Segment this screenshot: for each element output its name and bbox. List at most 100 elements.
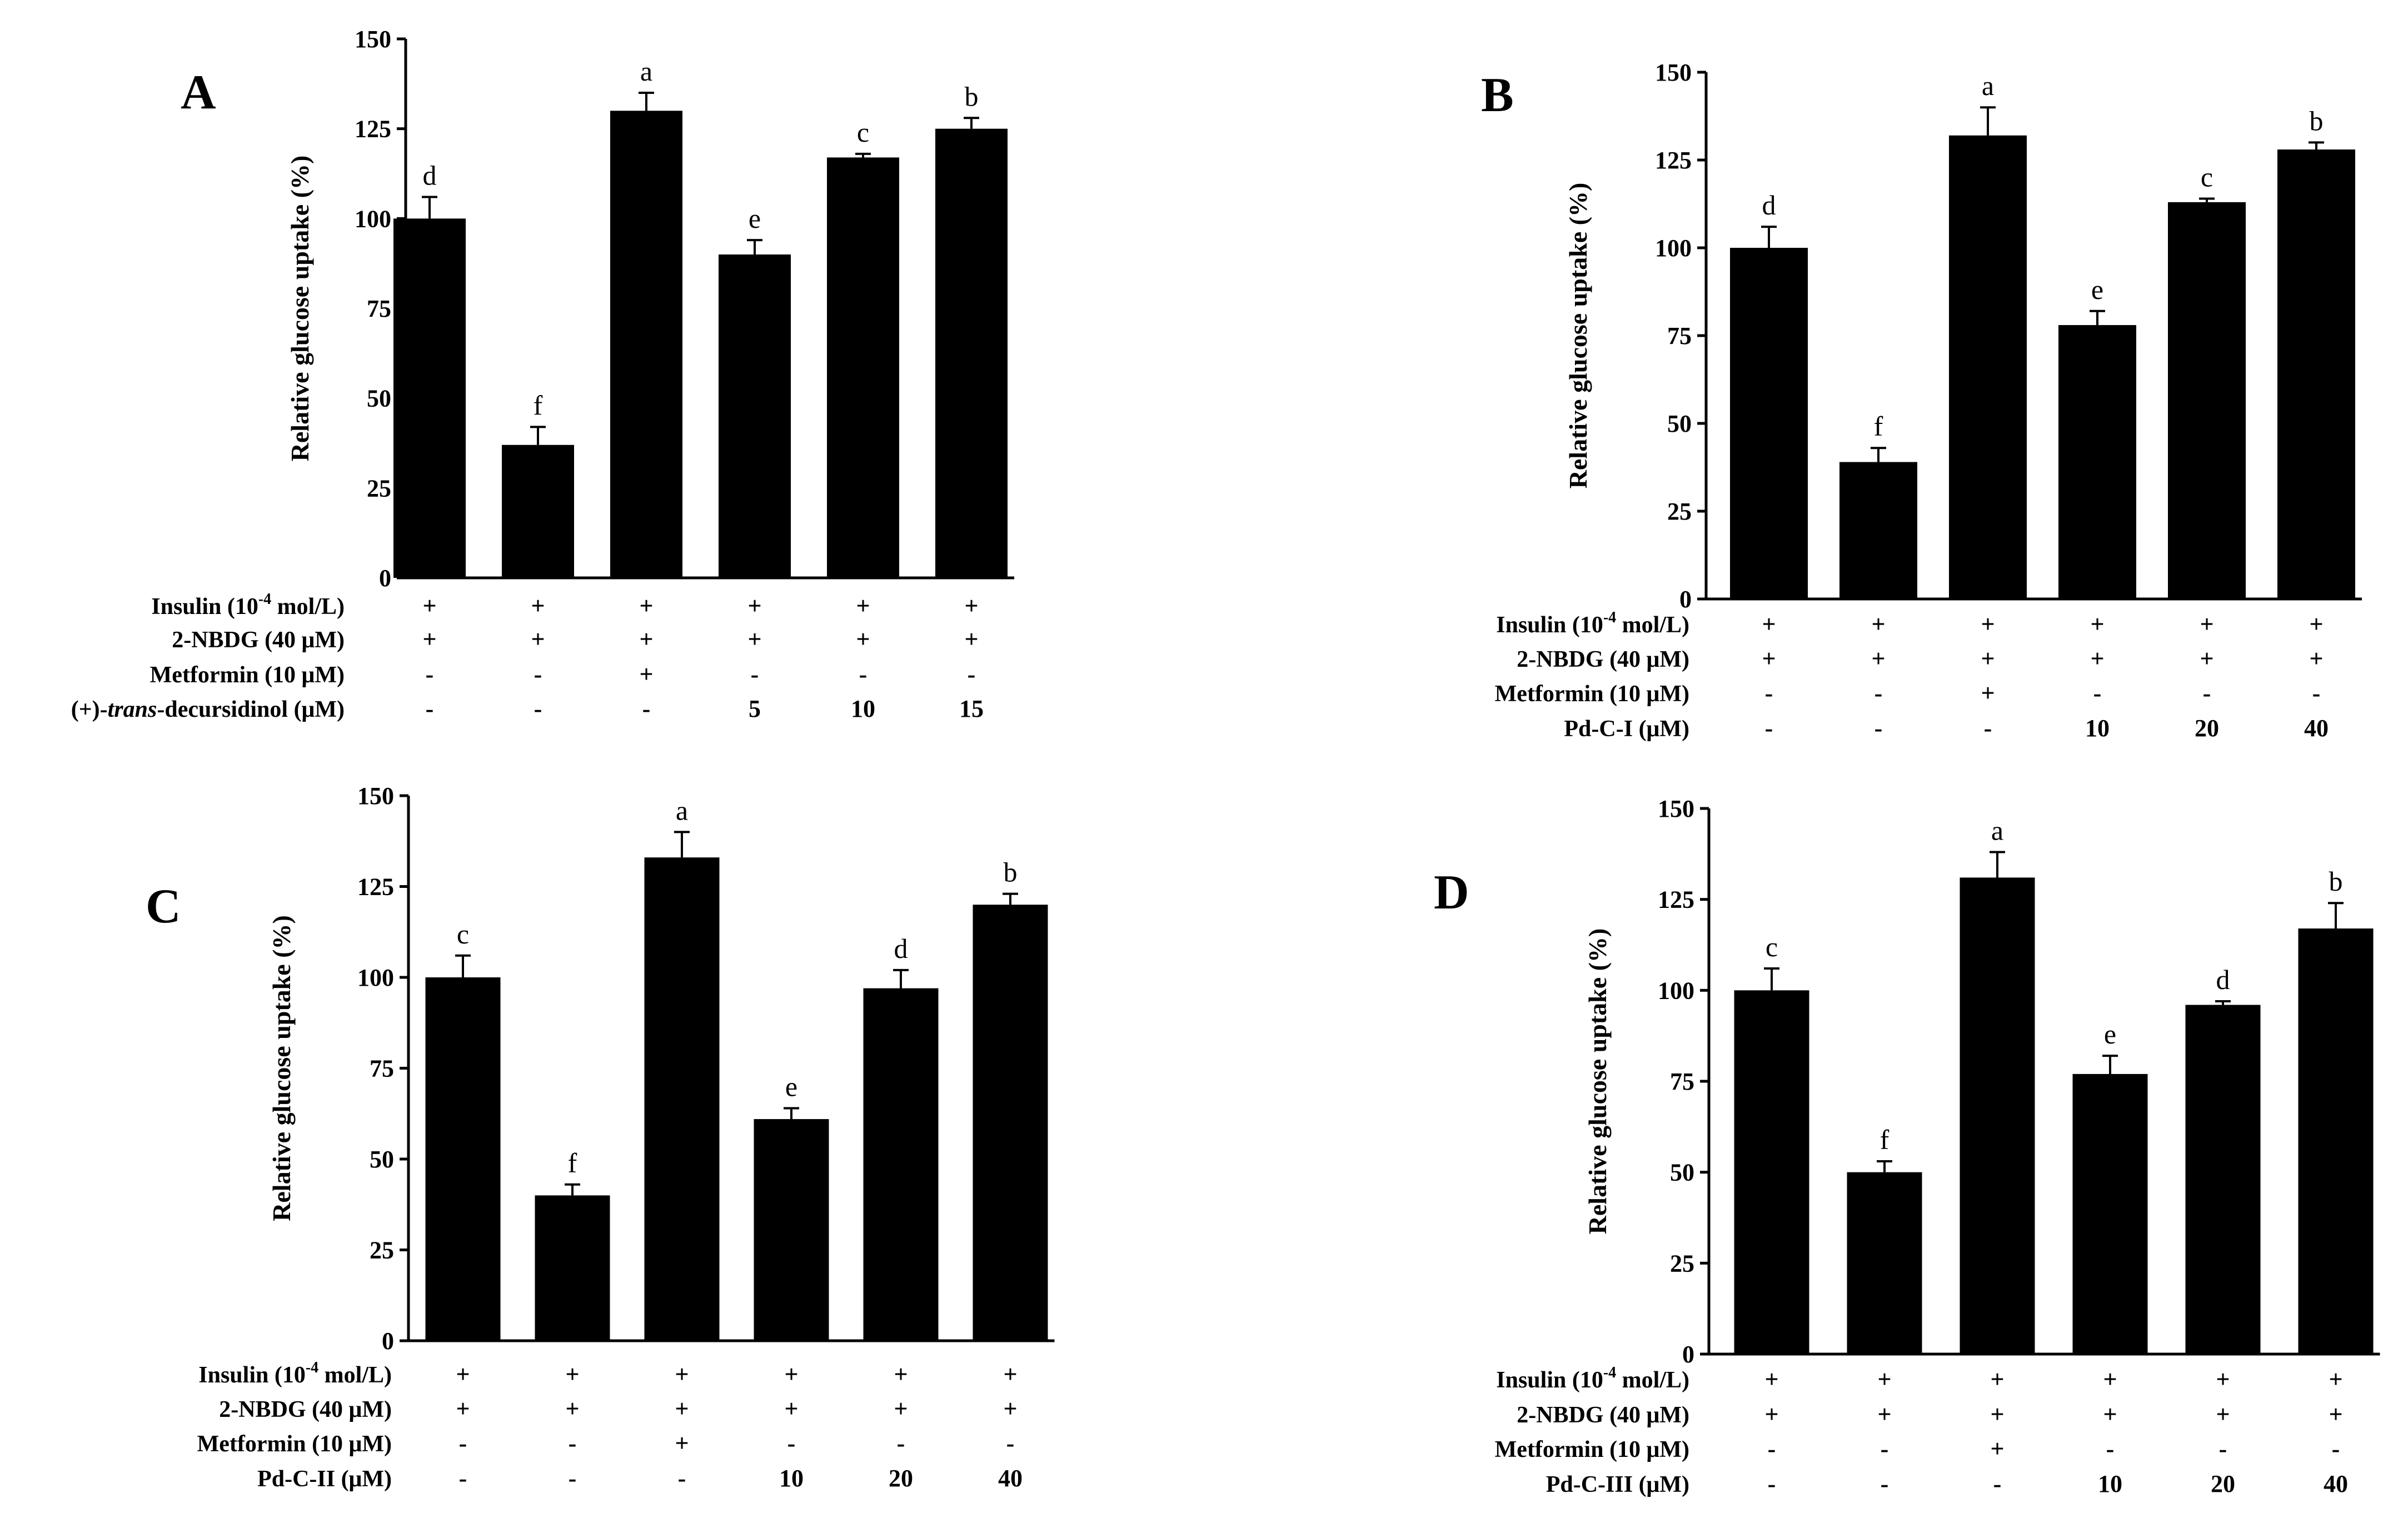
y-tick-label: 0 bbox=[382, 1327, 394, 1355]
treatment-cell: + bbox=[2200, 645, 2213, 672]
significance-letter: e bbox=[2104, 1018, 2116, 1050]
treatment-cell: + bbox=[675, 1430, 689, 1457]
significance-letter: b bbox=[2329, 866, 2343, 897]
treatment-cell: - bbox=[2203, 680, 2211, 707]
treatment-row-label: 2-NBDG (40 μM) bbox=[219, 1397, 392, 1422]
treatment-cell: - bbox=[2093, 680, 2102, 707]
bar bbox=[535, 1195, 610, 1341]
treatment-cell: - bbox=[534, 695, 542, 722]
treatment-cell: + bbox=[784, 1395, 798, 1422]
treatment-row-label: Pd-C-I (μM) bbox=[1564, 716, 1689, 742]
treatment-cell: + bbox=[2090, 611, 2104, 638]
y-tick-label: 50 bbox=[370, 1146, 394, 1173]
y-tick-label: 50 bbox=[1667, 410, 1692, 437]
treatment-cell: + bbox=[565, 1395, 579, 1422]
treatment-row-label: (+)-trans-decursidinol (μM) bbox=[71, 697, 345, 722]
treatment-cell: + bbox=[1990, 1366, 2004, 1393]
treatment-cell: + bbox=[964, 626, 978, 653]
bar bbox=[973, 905, 1048, 1341]
y-tick-label: 75 bbox=[1667, 322, 1692, 349]
treatment-cell: + bbox=[2216, 1366, 2230, 1393]
row-label-superscript: -4 bbox=[306, 1359, 318, 1376]
treatment-cell: + bbox=[1003, 1361, 1017, 1388]
treatment-cell: - bbox=[1768, 1470, 1776, 1497]
treatment-cell: + bbox=[2329, 1401, 2342, 1428]
treatment-cell: + bbox=[856, 626, 870, 653]
y-tick-label: 25 bbox=[367, 475, 391, 502]
significance-letter: e bbox=[785, 1071, 797, 1102]
significance-letter: c bbox=[857, 117, 869, 148]
y-tick-label: 50 bbox=[1670, 1159, 1694, 1186]
treatment-cell: - bbox=[1993, 1470, 2002, 1497]
treatment-cell: 40 bbox=[2324, 1470, 2348, 1497]
significance-letter: a bbox=[640, 56, 652, 87]
treatment-cell: - bbox=[642, 695, 651, 722]
y-tick-label: 75 bbox=[1670, 1068, 1694, 1095]
treatment-row-label: Insulin (10-4 mol/L) bbox=[198, 1359, 392, 1388]
treatment-row-label: 2-NBDG (40 μM) bbox=[1517, 647, 1689, 672]
treatment-cell: - bbox=[534, 661, 542, 688]
bar bbox=[425, 977, 501, 1341]
treatment-cell: + bbox=[856, 592, 870, 620]
treatment-cell: + bbox=[747, 626, 761, 653]
treatment-cell: + bbox=[675, 1361, 689, 1388]
y-tick-label: 25 bbox=[1670, 1250, 1694, 1277]
treatment-cell: + bbox=[1871, 611, 1885, 638]
treatment-cell: - bbox=[2219, 1435, 2227, 1462]
treatment-row-label: Metformin (10 μM) bbox=[197, 1431, 392, 1457]
treatment-cell: + bbox=[639, 626, 653, 653]
treatment-cell: 20 bbox=[2211, 1470, 2235, 1497]
bar bbox=[2072, 1073, 2148, 1354]
treatment-cell: 15 bbox=[959, 695, 984, 722]
treatment-cell: + bbox=[1003, 1395, 1017, 1422]
bar bbox=[393, 218, 466, 578]
treatment-cell: + bbox=[639, 661, 653, 688]
y-tick-label: 100 bbox=[355, 205, 391, 232]
bar bbox=[1847, 1172, 1922, 1354]
y-tick-label: 25 bbox=[1667, 498, 1692, 525]
bar bbox=[1839, 462, 1917, 599]
y-tick-label: 100 bbox=[1655, 234, 1692, 262]
treatment-cell: - bbox=[1765, 715, 1773, 742]
y-axis-title: Relative glucose uptake (%) bbox=[267, 915, 296, 1221]
treatment-row-label: Pd-C-II (μM) bbox=[257, 1466, 392, 1492]
significance-letter: e bbox=[749, 203, 761, 234]
treatment-cell: + bbox=[531, 626, 545, 653]
significance-letter: f bbox=[534, 390, 543, 421]
significance-letter: a bbox=[676, 795, 688, 826]
panel-b: B 0 25 50 75 100 125 150 Relative glucose uptake… bbox=[1481, 59, 2362, 742]
significance-letter: d bbox=[1762, 189, 1776, 221]
row-label-superscript: -4 bbox=[1603, 1364, 1616, 1381]
row-label-part: Insulin (10 bbox=[1496, 1367, 1603, 1393]
treatment-cell: - bbox=[1881, 1470, 1889, 1497]
bar bbox=[754, 1119, 829, 1341]
y-tick-label: 0 bbox=[1679, 586, 1692, 613]
treatment-cell: - bbox=[2332, 1435, 2340, 1462]
panel-label: C bbox=[146, 880, 181, 933]
treatment-row-label: Metformin (10 μM) bbox=[150, 662, 345, 688]
y-tick-label: 150 bbox=[1655, 59, 1692, 86]
significance-letter: e bbox=[2091, 274, 2103, 305]
treatment-row-label: Insulin (10-4 mol/L) bbox=[151, 591, 345, 620]
treatment-cell: + bbox=[1990, 1401, 2004, 1428]
treatment-cell: - bbox=[1874, 680, 1883, 707]
treatment-cell: 20 bbox=[889, 1465, 913, 1492]
treatment-cell: + bbox=[1981, 611, 1995, 638]
treatment-cell: + bbox=[1764, 1366, 1778, 1393]
row-label-part: Insulin (10 bbox=[198, 1362, 306, 1388]
bar bbox=[827, 157, 899, 578]
panel-label: B bbox=[1481, 68, 1514, 122]
treatment-row-label: 2-NBDG (40 μM) bbox=[172, 627, 345, 653]
significance-letter: f bbox=[1874, 411, 1883, 442]
treatment-row-label: Metformin (10 μM) bbox=[1495, 1437, 1689, 1462]
y-axis-title: Relative glucose uptake (%) bbox=[1583, 928, 1612, 1235]
significance-letter: a bbox=[1991, 815, 2003, 846]
treatment-cell: - bbox=[569, 1465, 577, 1492]
y-axis-title: Relative glucose uptake (%) bbox=[286, 156, 314, 462]
treatment-cell: - bbox=[751, 661, 759, 688]
bar bbox=[2277, 149, 2355, 599]
treatment-cell: - bbox=[968, 661, 976, 688]
y-axis-title: Relative glucose uptake (%) bbox=[1564, 183, 1592, 489]
treatment-cell: - bbox=[1984, 715, 1992, 742]
